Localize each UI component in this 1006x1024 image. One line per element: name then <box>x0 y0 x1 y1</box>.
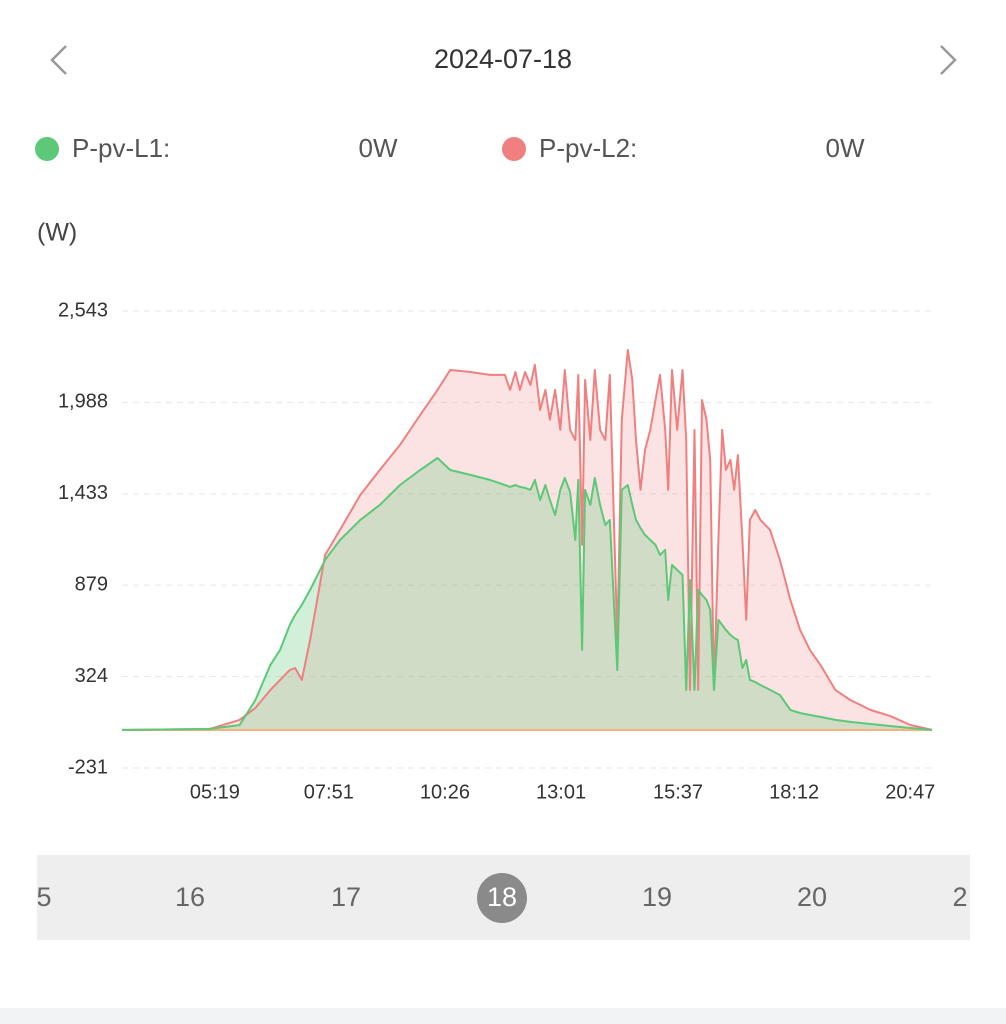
line <box>121 348 933 731</box>
day[interactable]: 5 <box>36 882 51 912</box>
legend-value: 0W <box>826 133 865 163</box>
area <box>122 458 932 730</box>
x-tick-label: 13:01 <box>536 781 586 803</box>
day[interactable]: 2 <box>952 882 967 912</box>
x-tick-label: 05:19 <box>190 781 240 803</box>
prev-button[interactable] <box>50 45 67 75</box>
legend-label: P-pv-L1: <box>72 133 170 163</box>
selected-day[interactable]: 18 <box>487 882 517 912</box>
day[interactable]: 20 <box>797 882 827 912</box>
y-tick-label: 2,543 <box>58 299 108 321</box>
legend-label: P-pv-L2: <box>539 133 637 163</box>
date-title: 2024-07-18 <box>434 44 572 74</box>
y-axis-label: (W) <box>37 219 77 247</box>
line <box>121 457 933 731</box>
legend-marker <box>35 137 59 161</box>
selected-day-marker <box>477 873 527 923</box>
y-tick-label: -231 <box>68 756 108 778</box>
legend-marker <box>502 137 526 161</box>
next-button[interactable] <box>940 45 957 75</box>
x-tick-label: 18:12 <box>769 781 819 803</box>
legend-value: 0W <box>359 133 398 163</box>
x-tick-label: 10:26 <box>420 781 470 803</box>
day[interactable]: 17 <box>331 882 361 912</box>
x-tick-label: 20:47 <box>885 781 935 803</box>
y-tick-label: 1,433 <box>58 482 108 504</box>
x-tick-label: 15:37 <box>653 781 703 803</box>
day[interactable]: 16 <box>175 882 205 912</box>
y-tick-label: 1,988 <box>58 391 108 413</box>
day[interactable]: 19 <box>642 882 672 912</box>
bottom-bar <box>0 1008 1006 1024</box>
y-tick-label: 879 <box>75 573 108 595</box>
x-tick-label: 07:51 <box>304 781 354 803</box>
y-tick-label: 324 <box>75 665 108 687</box>
